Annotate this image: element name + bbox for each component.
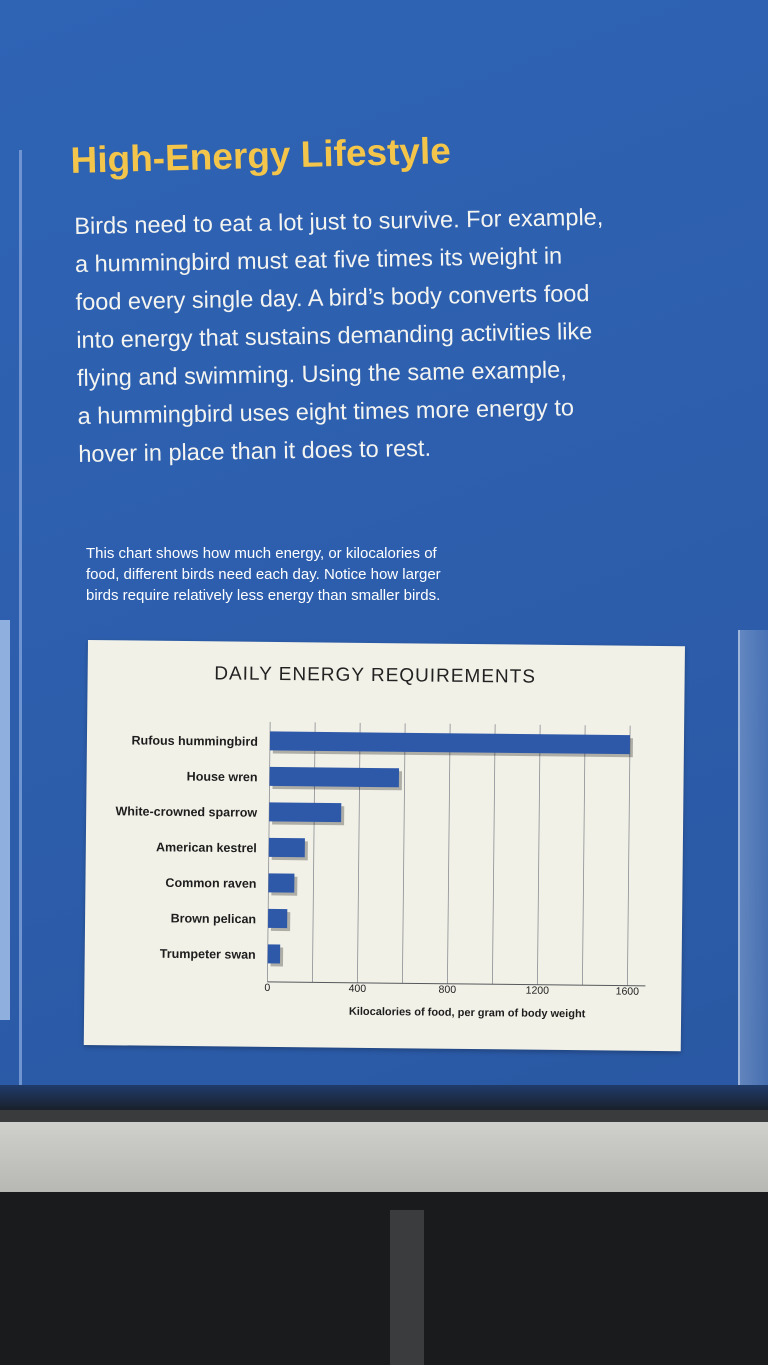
tick-label: 1200 [526, 985, 550, 997]
bar [269, 802, 342, 823]
bar [267, 944, 281, 964]
gridline [492, 724, 496, 985]
gridline [402, 723, 406, 984]
intro-paragraph: Birds need to eat a lot just to survive.… [74, 197, 639, 473]
category-label: Common raven [165, 876, 256, 891]
caption-line: This chart shows how much energy, or kil… [86, 545, 437, 562]
gridline [627, 725, 631, 986]
category-label: Rufous hummingbird [132, 733, 259, 748]
display-ledge [0, 1122, 768, 1192]
tick-label: 400 [349, 983, 367, 995]
floor-shadow [0, 1192, 768, 1365]
tick-label: 800 [439, 984, 457, 996]
caption-line: food, different birds need each day. Not… [86, 566, 441, 583]
category-label: House wren [187, 770, 258, 785]
category-label: Trumpeter swan [160, 947, 256, 962]
gridline [357, 722, 361, 983]
chart-card: DAILY ENERGY REQUIREMENTS Rufous humming… [83, 640, 685, 1052]
x-axis-line [267, 981, 646, 987]
chart-caption: This chart shows how much energy, or kil… [86, 543, 441, 606]
bar [267, 908, 288, 929]
category-label: Brown pelican [171, 911, 257, 926]
x-axis-label: Kilocalories of food, per gram of body w… [349, 1006, 586, 1020]
tick-label: 0 [264, 982, 270, 994]
bar-chart: Rufous hummingbird House wren White-crowne… [115, 721, 646, 1020]
adjacent-panel-edge [0, 620, 10, 1020]
bar [269, 766, 400, 788]
display-case-glass [738, 630, 768, 1100]
ledge-lip [0, 1110, 768, 1124]
gridline [537, 724, 541, 985]
gridline [582, 725, 586, 986]
caption-line: birds require relatively less energy tha… [86, 587, 441, 604]
category-label: American kestrel [156, 840, 257, 855]
panel-divider-line [19, 150, 22, 1090]
bar [268, 837, 305, 858]
support-pillar [390, 1210, 424, 1365]
gridline [447, 723, 451, 984]
gridline [312, 722, 316, 983]
category-label: White-crowned sparrow [115, 804, 257, 819]
bar [268, 873, 295, 893]
tick-label: 1600 [616, 986, 640, 998]
bar [269, 731, 631, 755]
